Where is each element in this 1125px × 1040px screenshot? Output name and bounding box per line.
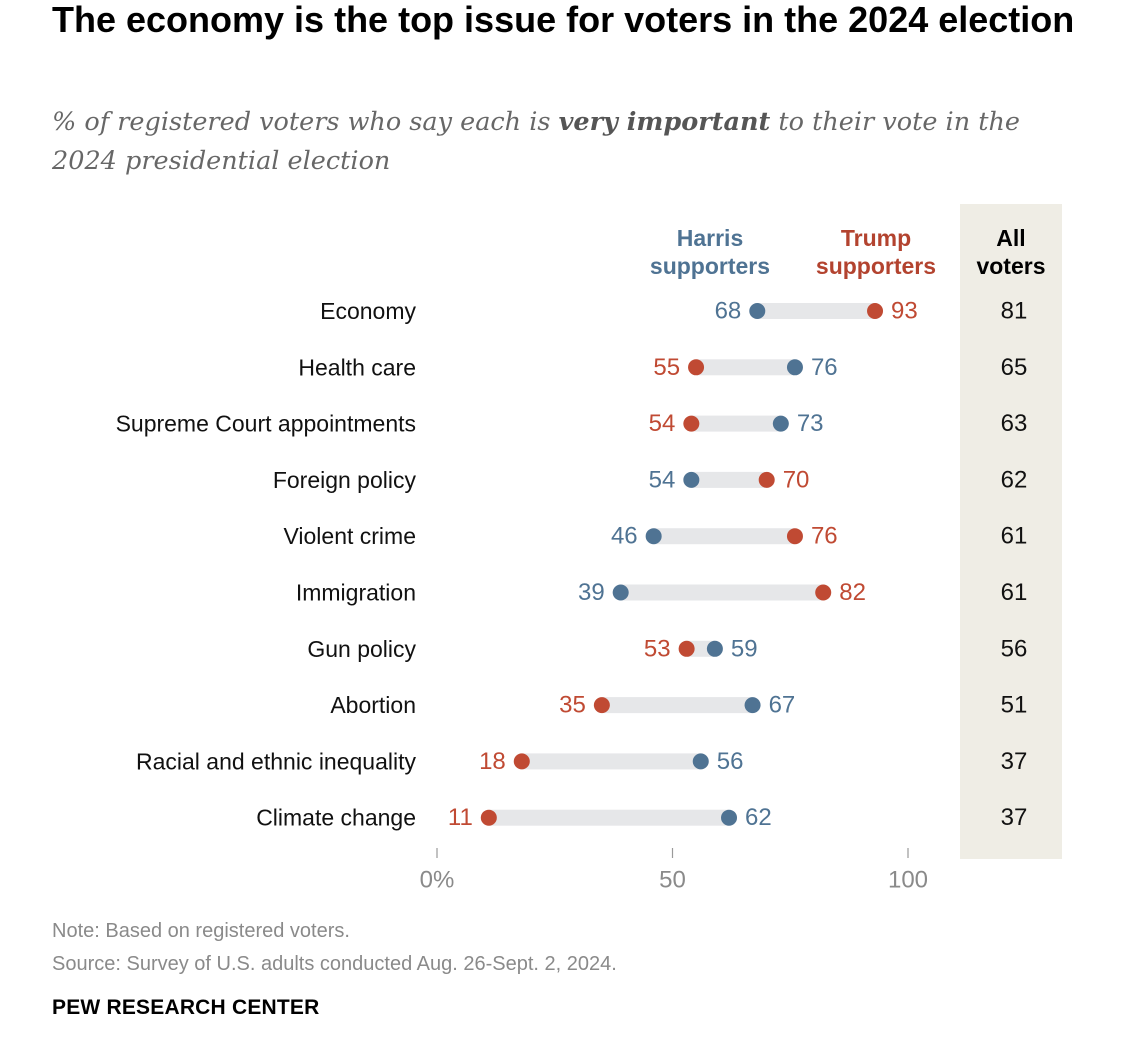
x-axis-tick-label-100: 100 bbox=[888, 867, 928, 894]
trump-value-climate-change: 11 bbox=[448, 804, 473, 831]
trump-value-immigration: 82 bbox=[839, 579, 866, 606]
all-voters-value-violent-crime: 61 bbox=[1001, 523, 1028, 550]
harris-value-abortion: 67 bbox=[769, 692, 796, 719]
trump-value-health-care: 55 bbox=[653, 354, 680, 381]
connector-bar-racial-and-ethnic-inequality bbox=[521, 753, 701, 770]
chart-title: The economy is the top issue for voters … bbox=[52, 0, 1075, 40]
harris-dot-economy bbox=[749, 303, 766, 319]
trump-dot-gun-policy bbox=[678, 640, 695, 657]
harris-dot-health-care bbox=[786, 359, 803, 376]
connector-bar-economy bbox=[757, 303, 876, 319]
all-voters-value-racial-and-ethnic-inequality: 37 bbox=[1001, 748, 1028, 775]
trump-value-foreign-policy: 70 bbox=[783, 466, 810, 493]
subtitle-emphasis: very important bbox=[558, 107, 771, 137]
all-voters-value-foreign-policy: 62 bbox=[1001, 466, 1028, 493]
category-label-abortion: Abortion bbox=[330, 692, 416, 718]
x-axis-tick-label-0: 0% bbox=[420, 867, 455, 894]
category-label-health-care: Health care bbox=[298, 354, 416, 380]
harris-header-line1: Harris bbox=[676, 225, 744, 251]
harris-dot-racial-and-ethnic-inequality bbox=[692, 753, 709, 770]
all-voters-value-supreme-court-appointments: 63 bbox=[1001, 410, 1028, 437]
harris-value-immigration: 39 bbox=[578, 579, 605, 606]
connector-bar-climate-change bbox=[488, 809, 730, 826]
subtitle-text-start: % of registered voters who say each is bbox=[52, 107, 559, 137]
category-label-economy: Economy bbox=[320, 298, 416, 324]
connector-bar-supreme-court-appointments bbox=[691, 415, 781, 432]
harris-value-gun-policy: 59 bbox=[731, 635, 758, 662]
harris-value-foreign-policy: 54 bbox=[649, 466, 676, 493]
trump-value-abortion: 35 bbox=[559, 692, 586, 719]
category-label-supreme-court-appointments: Supreme Court appointments bbox=[116, 411, 416, 437]
category-label-violent-crime: Violent crime bbox=[283, 523, 416, 549]
trump-value-economy: 93 bbox=[891, 298, 918, 325]
harris-dot-immigration bbox=[612, 584, 629, 601]
trump-value-supreme-court-appointments: 54 bbox=[649, 410, 676, 437]
connector-bar-immigration bbox=[620, 584, 824, 601]
harris-dot-gun-policy bbox=[706, 640, 723, 657]
trump-dot-foreign-policy bbox=[758, 471, 775, 488]
harris-value-climate-change: 62 bbox=[745, 804, 772, 831]
trump-header-line1: Trump bbox=[840, 225, 912, 251]
harris-dot-foreign-policy bbox=[683, 471, 700, 488]
harris-dot-abortion bbox=[744, 697, 761, 714]
harris-header-line2: supporters bbox=[649, 253, 771, 279]
trump-value-gun-policy: 53 bbox=[644, 635, 671, 662]
chart-subtitle: % of registered voters who say each is v… bbox=[52, 103, 1072, 181]
all-voters-value-climate-change: 37 bbox=[1001, 804, 1028, 831]
pew-research-center-logo: PEW RESEARCH CENTER bbox=[52, 996, 320, 1019]
harris-dot-supreme-court-appointments bbox=[772, 415, 789, 432]
trump-dot-economy bbox=[867, 303, 884, 319]
trump-dot-racial-and-ethnic-inequality bbox=[513, 753, 530, 770]
harris-dot-violent-crime bbox=[645, 528, 662, 545]
trump-dot-climate-change bbox=[480, 809, 497, 826]
connector-bar-health-care bbox=[696, 359, 795, 376]
harris-value-racial-and-ethnic-inequality: 56 bbox=[717, 748, 744, 775]
all-voters-column-background bbox=[960, 204, 1062, 859]
trump-value-racial-and-ethnic-inequality: 18 bbox=[479, 748, 506, 775]
connector-bar-abortion bbox=[601, 697, 753, 714]
subtitle-text-end: to their vote in the 2024 presidential e… bbox=[52, 107, 1020, 176]
trump-dot-supreme-court-appointments bbox=[683, 415, 700, 432]
trump-header-line2: supporters bbox=[815, 253, 937, 279]
trump-dot-abortion bbox=[593, 697, 610, 714]
connector-bar-gun-policy bbox=[686, 640, 715, 657]
harris-value-supreme-court-appointments: 73 bbox=[797, 410, 824, 437]
connector-bar-violent-crime bbox=[653, 528, 795, 545]
trump-column-header: Trump supporters bbox=[795, 224, 957, 280]
connector-bar-foreign-policy bbox=[691, 471, 767, 488]
all-header-line1: All bbox=[996, 225, 1026, 251]
trump-dot-violent-crime bbox=[786, 528, 803, 545]
category-label-racial-and-ethnic-inequality: Racial and ethnic inequality bbox=[136, 748, 417, 774]
source-text: Source: Survey of U.S. adults conducted … bbox=[52, 953, 617, 975]
category-label-foreign-policy: Foreign policy bbox=[273, 467, 417, 493]
trump-dot-health-care bbox=[688, 359, 705, 376]
harris-value-violent-crime: 46 bbox=[611, 523, 638, 550]
harris-dot-climate-change bbox=[721, 809, 738, 826]
harris-column-header: Harris supporters bbox=[628, 224, 792, 280]
all-header-line2: voters bbox=[976, 253, 1046, 279]
chart-notes: Note: Based on registered voters. Source… bbox=[52, 915, 952, 981]
trump-dot-immigration bbox=[815, 584, 832, 601]
all-voters-value-abortion: 51 bbox=[1001, 692, 1028, 719]
all-voters-value-gun-policy: 56 bbox=[1001, 635, 1028, 662]
category-label-immigration: Immigration bbox=[296, 580, 416, 606]
x-axis-tick-label-50: 50 bbox=[659, 867, 686, 894]
all-voters-value-immigration: 61 bbox=[1001, 579, 1028, 606]
trump-value-violent-crime: 76 bbox=[811, 523, 838, 550]
all-voters-value-economy: 81 bbox=[1001, 298, 1028, 325]
harris-value-health-care: 76 bbox=[811, 354, 838, 381]
all-voters-column-header: All voters bbox=[960, 224, 1062, 280]
category-label-climate-change: Climate change bbox=[256, 805, 416, 831]
category-label-gun-policy: Gun policy bbox=[307, 636, 416, 662]
note-text: Note: Based on registered voters. bbox=[52, 920, 350, 942]
harris-value-economy: 68 bbox=[715, 298, 742, 325]
all-voters-value-health-care: 65 bbox=[1001, 354, 1028, 381]
